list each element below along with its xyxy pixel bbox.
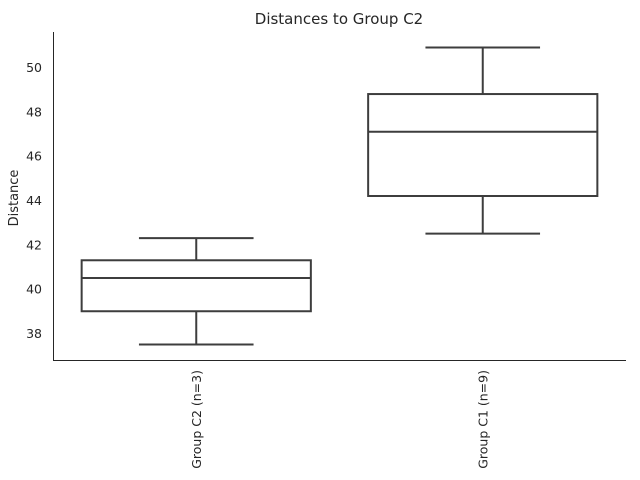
y-axis-label: Distance [7,170,22,227]
y-tick-label: 42 [26,237,42,252]
x-tick-label: Group C1 (n=9) [475,370,490,469]
x-tick-label: Group C2 (n=3) [189,370,204,469]
y-tick-label: 50 [26,60,42,75]
plot-area [80,46,599,346]
box-2 [367,46,599,235]
interquartile-box [367,93,599,197]
y-tick-label: 40 [26,282,42,297]
chart-title: Distances to Group C2 [255,10,423,28]
y-tick-label: 46 [26,149,42,164]
box-1 [80,237,312,346]
y-tick-label: 38 [26,326,42,341]
y-tick-label: 44 [26,193,42,208]
interquartile-box [80,259,312,313]
y-tick-label: 48 [26,104,42,119]
